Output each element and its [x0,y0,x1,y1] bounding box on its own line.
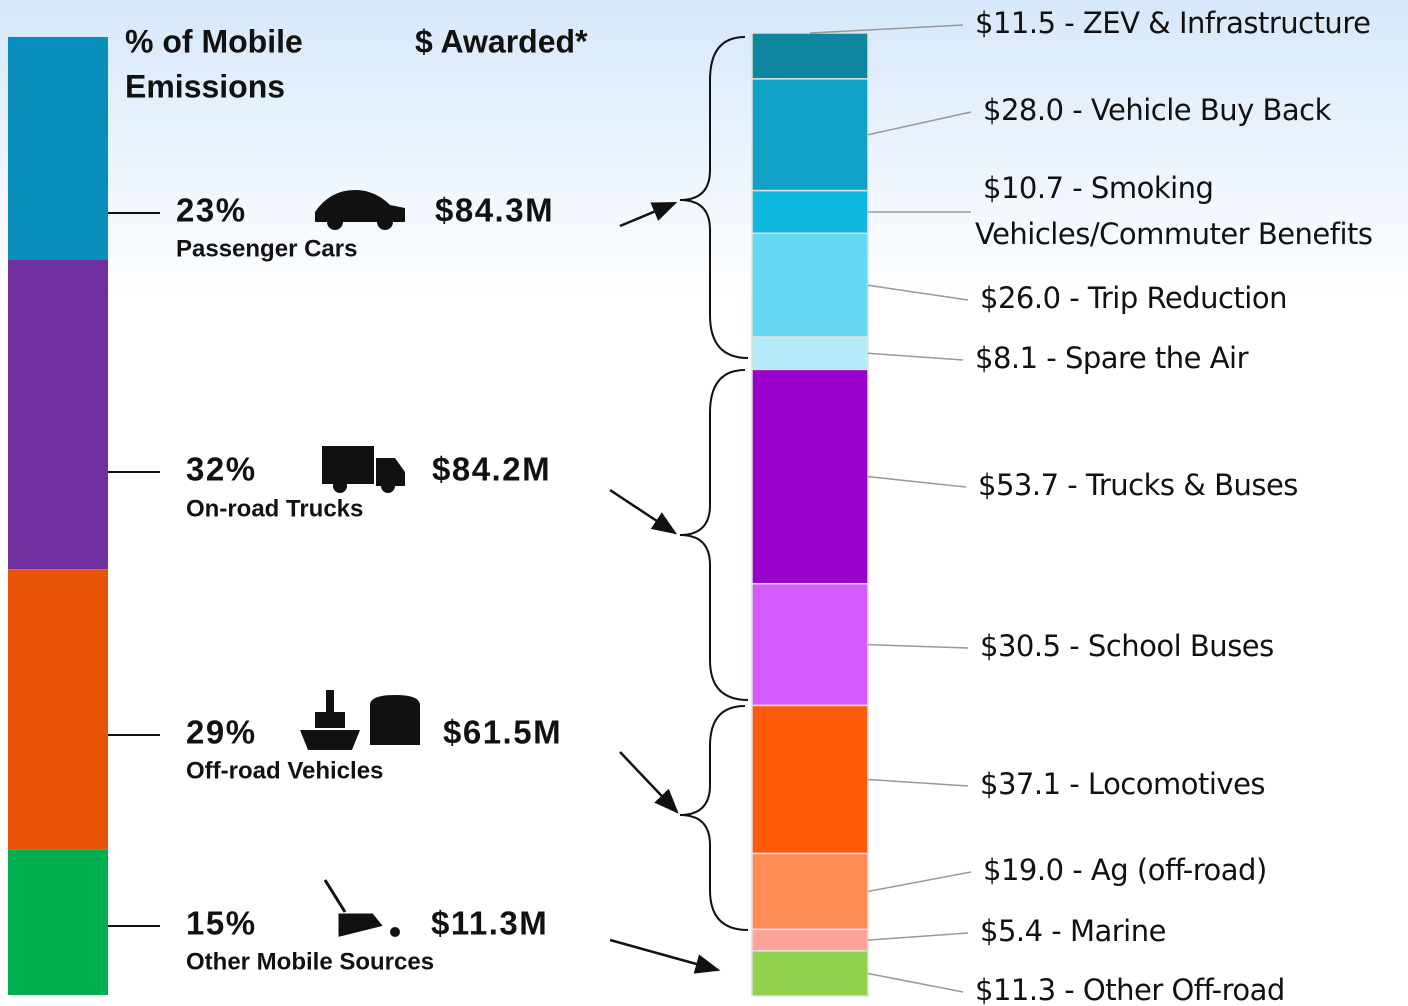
percent-label: 32% [186,451,257,488]
truck-icon [376,458,405,486]
truck-icon [381,479,395,493]
braces [679,36,749,931]
program-label: $10.7 - Smoking [983,171,1213,205]
awarded-label: $84.3M [435,192,554,229]
group-name: On-road Trucks [186,495,363,522]
program-label: $11.5 - ZEV & Infrastructure [975,6,1370,40]
awarded-header: $ Awarded* [415,23,588,59]
arrow [609,938,721,974]
emission-segment [8,849,108,995]
leader-line [867,871,972,893]
leader-line [809,24,964,34]
awarded-label: $84.2M [432,451,551,488]
emissions-header: % of Mobile [125,23,303,59]
program-label: $53.7 - Trucks & Buses [978,468,1298,502]
leader-line [867,932,969,941]
awarded-label: $11.3M [431,905,548,942]
truck-icon [322,446,374,484]
mower-icon [323,879,383,937]
program-label: $37.1 - Locomotives [980,767,1265,801]
leader-line [867,475,967,488]
program-segment [751,950,869,997]
leader-line [867,972,964,993]
program-segment [751,582,869,707]
program-segment [751,368,869,585]
emission-segment [8,259,108,570]
percent-label: 23% [176,192,247,229]
percent-label: 15% [186,905,257,942]
brace [679,705,749,931]
car-icon [327,214,343,230]
icons [300,190,420,937]
group-name: Off-road Vehicles [186,757,383,784]
arrow [609,488,678,535]
group-name: Passenger Cars [176,235,357,262]
program-label: $26.0 - Trip Reduction [980,281,1287,315]
arrows [609,201,721,974]
awarded-label: $61.5M [443,714,562,751]
emission-segment [8,37,108,260]
mower-icon [390,927,400,937]
program-label: Vehicles/Commuter Benefits [975,217,1373,251]
leader-line [867,643,969,649]
car-icon [377,214,393,230]
program-segment [751,32,869,80]
program-segment [751,852,869,931]
group-name: Other Mobile Sources [186,948,434,975]
emission-segment [8,569,108,850]
leader-line [867,284,969,301]
program-label: $5.4 - Marine [980,914,1166,948]
program-segment [751,704,869,855]
arrow [619,201,678,228]
program-label: $8.1 - Spare the Air [975,341,1249,375]
leader-line [867,778,969,787]
percent-label: 29% [186,714,257,751]
program-segment [751,928,869,952]
truck-icon [333,479,347,493]
program-segment [751,78,869,192]
program-segment [751,336,869,371]
car-icon [315,190,405,222]
emissions-header: Emissions [125,68,285,104]
train-icon [370,695,420,745]
program-segment [751,232,869,338]
brace [679,369,749,701]
program-label: $30.5 - School Buses [980,629,1274,663]
brace [679,36,749,359]
program-segment [751,189,869,235]
leader-line [867,352,964,361]
leader-line [867,111,972,136]
arrow [619,751,679,814]
program-label: $19.0 - Ag (off-road) [983,853,1267,887]
program-label: $28.0 - Vehicle Buy Back [983,93,1332,127]
program-label: $11.3 - Other Off-road [975,973,1285,1006]
ship-icon [300,690,360,750]
